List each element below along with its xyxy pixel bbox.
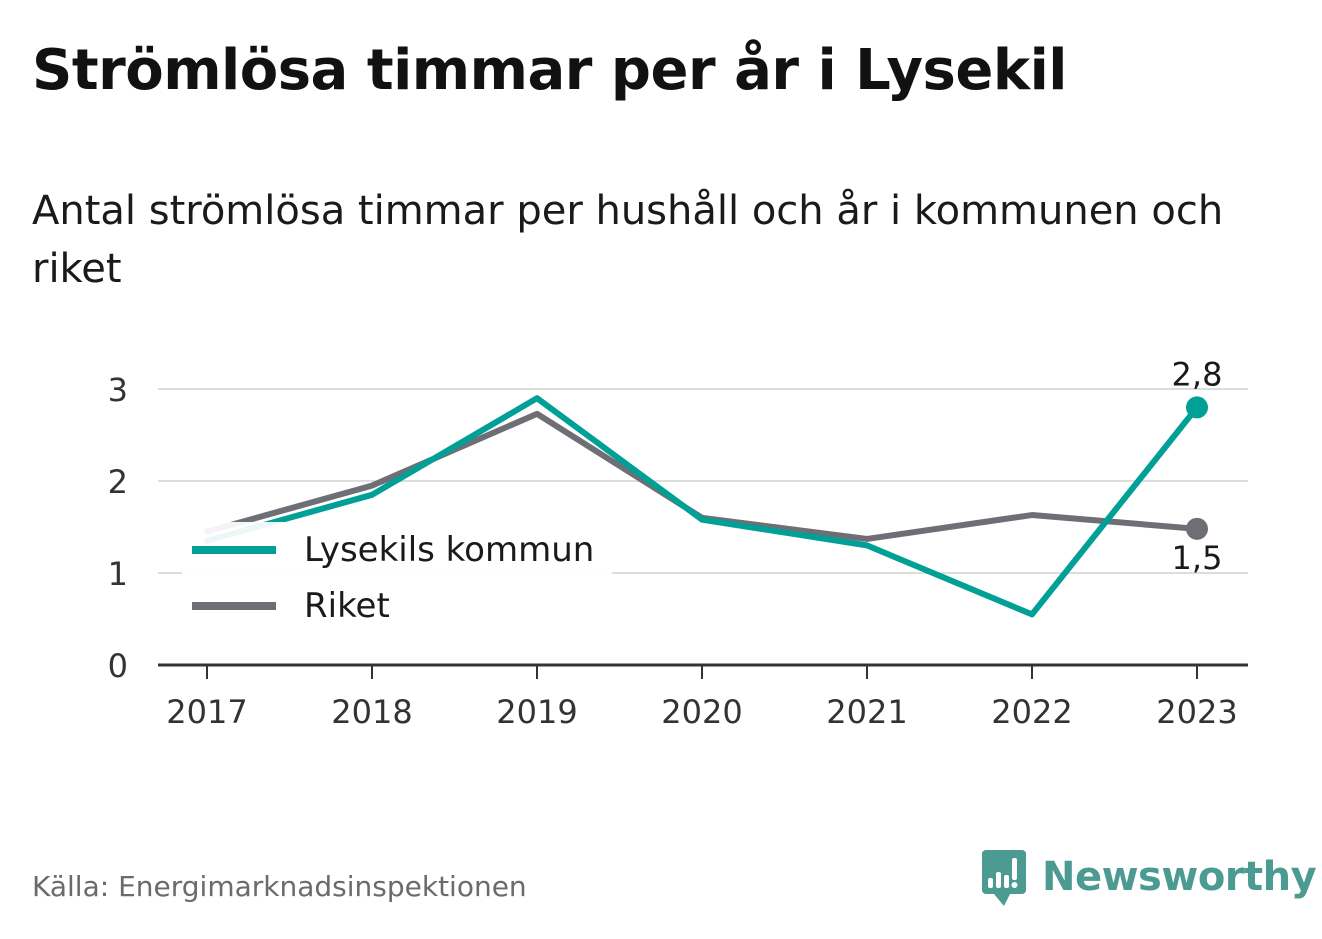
bar-chart-icon [982,850,1026,906]
x-tick-label: 2022 [991,693,1072,731]
legend-swatch-lysekil [192,546,276,554]
x-tick-label: 2019 [496,693,577,731]
legend-item-riket: Riket [192,578,594,634]
legend-swatch-riket [192,602,276,610]
end-value-label: 2,8 [1172,355,1223,393]
chart-title: Strömlösa timmar per år i Lysekil [32,38,1068,103]
x-tick-label: 2021 [826,693,907,731]
chart-legend: Lysekils kommun Riket [182,522,613,644]
x-tick-label: 2017 [166,693,247,731]
y-tick-label: 2 [108,463,128,501]
end-value-label: 1,5 [1172,539,1223,577]
x-axis: 2017 2018 2019 2020 2021 2022 2023 [158,663,1248,731]
y-tick-label: 1 [108,555,128,593]
legend-label-riket: Riket [304,586,390,626]
source-note: Källa: Energimarknadsinspektionen [32,870,527,903]
x-tick-label: 2018 [331,693,412,731]
legend-label-lysekil: Lysekils kommun [304,530,595,570]
brand-logo: Newsworthy [980,848,1317,906]
y-tick-label: 0 [108,647,128,685]
y-tick-label: 3 [108,371,128,409]
chart-subtitle: Antal strömlösa timmar per hushåll och å… [32,188,1224,292]
x-tick-label: 2023 [1156,693,1237,731]
x-tick-label: 2020 [661,693,742,731]
data-point [1186,396,1208,419]
data-point [1186,517,1208,540]
legend-item-lysekil: Lysekils kommun [192,522,594,578]
y-axis-ticks: 0 1 2 3 [108,371,128,685]
series-lines [204,395,1208,618]
end-labels: 1,5 2,8 [1172,355,1223,576]
brand-name: Newsworthy [1042,854,1317,900]
